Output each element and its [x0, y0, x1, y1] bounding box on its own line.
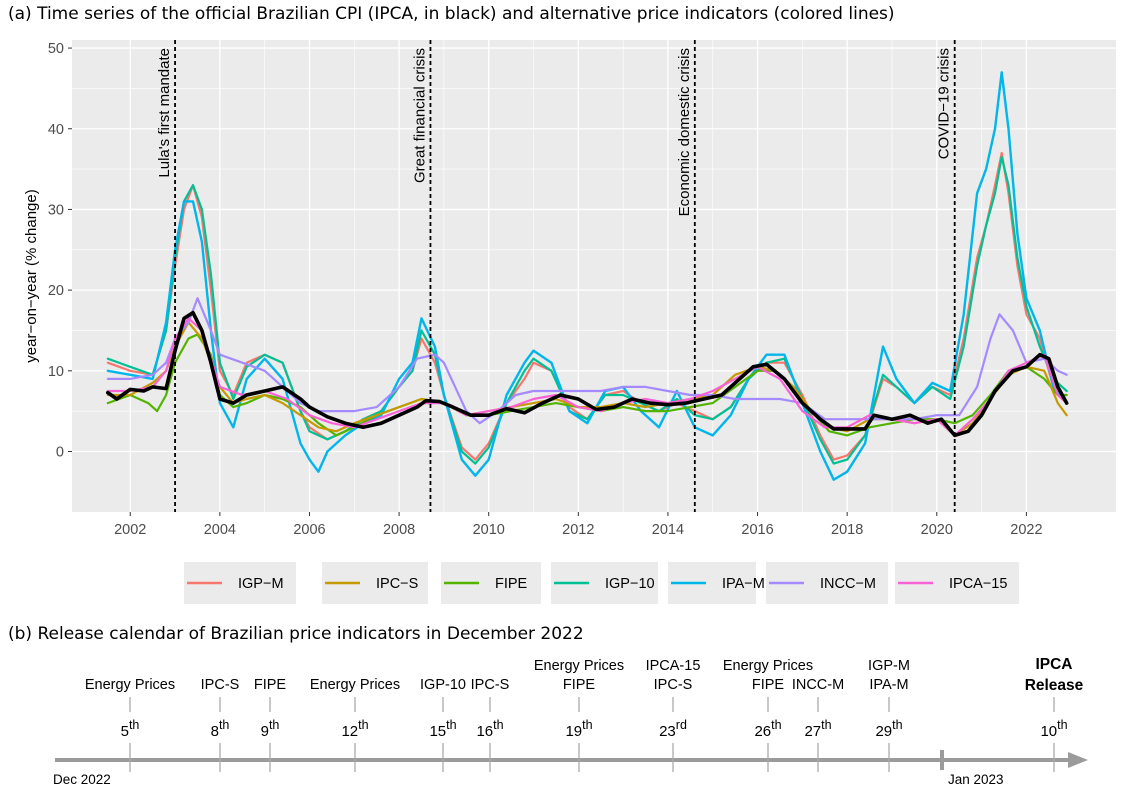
legend: IGP−M IPC−S FIPE IGP−10 IPA−M INCC−M IPCA−15 — [184, 562, 1019, 604]
legend-item: IGP−M — [184, 562, 296, 604]
y-tick-label: 30 — [48, 202, 64, 218]
legend-item: IPCA−15 — [895, 562, 1019, 604]
event-indicator-label: IPC-S — [471, 677, 510, 693]
x-tick-label: 2020 — [921, 522, 953, 538]
series-line-igp-m — [106, 151, 1068, 461]
x-tick-label: 2006 — [293, 522, 325, 538]
event-date: 29th — [875, 718, 902, 740]
event-indicator-label: Energy Prices — [534, 658, 624, 674]
x-tick-label: 2004 — [204, 522, 236, 538]
event-date: 10th — [1040, 718, 1067, 740]
y-tick-label: 50 — [48, 41, 64, 57]
series-line-ipca — [106, 310, 1069, 438]
legend-label: INCC−M — [820, 576, 876, 592]
event-indicator-label: INCC-M — [792, 677, 844, 693]
event-indicator-label: IGP-M — [868, 658, 910, 674]
series-line-ipa-m — [106, 71, 1068, 481]
x-tick-label: 2008 — [383, 522, 415, 538]
y-tick-label: 0 — [56, 444, 64, 460]
timeline-arrowhead — [1068, 752, 1088, 768]
event-date: 16th — [476, 718, 503, 740]
legend-item: IPA−M — [668, 562, 765, 604]
legend-item: FIPE — [441, 562, 541, 604]
minor-grid — [72, 40, 1116, 512]
event-indicator-label: Energy Prices — [310, 677, 400, 693]
y-tick-label: 10 — [48, 364, 64, 380]
calendar-event: 15th IGP-10 — [420, 677, 466, 772]
series-lines — [106, 71, 1069, 481]
calendar-event: 29th IGP-M IPA-M — [868, 658, 910, 772]
calendar-event: 26th Energy Prices FIPE — [723, 658, 813, 772]
calendar-event: 5th Energy Prices — [85, 677, 175, 772]
event-indicator-label: IPC-S — [654, 677, 693, 693]
month-start-label: Dec 2022 — [53, 772, 111, 787]
event-date: 26th — [754, 718, 781, 740]
legend-label: IPA−M — [722, 576, 765, 592]
event-indicator-label: FIPE — [563, 677, 596, 693]
month-end-label: Jan 2023 — [948, 772, 1004, 787]
calendar-event: 23rd IPCA-15 IPC-S — [646, 658, 701, 772]
event-indicator-label: Energy Prices — [723, 658, 813, 674]
legend-label: IGP−10 — [605, 576, 655, 592]
legend-label: FIPE — [495, 576, 528, 592]
event-date: 8th — [211, 718, 230, 740]
calendar-event: 19th Energy Prices FIPE — [534, 658, 624, 772]
event-indicator-label: FIPE — [254, 677, 287, 693]
event-date: 19th — [565, 718, 592, 740]
event-date: 12th — [341, 718, 368, 740]
event-date: 27th — [804, 718, 831, 740]
x-tick-label: 2016 — [741, 522, 773, 538]
release-title: IPCA — [1035, 656, 1072, 673]
x-tick-label: 2018 — [831, 522, 863, 538]
event-label: COVID−19 crisis — [936, 48, 953, 159]
series-line-igp-10 — [106, 155, 1068, 465]
y-tick-label: 20 — [48, 283, 64, 299]
event-label: Lula's first mandate — [156, 48, 173, 178]
x-tick-label: 2002 — [114, 522, 146, 538]
series-line-ipca-15 — [106, 317, 1068, 437]
legend-item: IGP−10 — [551, 562, 658, 604]
legend-label: IGP−M — [238, 576, 284, 592]
calendar-event: 12th Energy Prices — [310, 677, 400, 772]
y-axis-label: year−on−year (% change) — [23, 189, 40, 362]
event-markers: Lula's first mandate Great financial cris… — [156, 40, 956, 512]
plot-panel — [72, 40, 1116, 512]
x-tick-label: 2012 — [562, 522, 594, 538]
event-indicator-label: IPC-S — [201, 677, 240, 693]
calendar-event: 8th IPC-S — [201, 677, 240, 772]
x-tick-label: 2022 — [1010, 522, 1042, 538]
event-indicator-label: Energy Prices — [85, 677, 175, 693]
event-date: 5th — [121, 718, 140, 740]
event-indicator-label: IGP-10 — [420, 677, 466, 693]
event-date: 15th — [429, 718, 456, 740]
panel-b-title: (b) Release calendar of Brazilian price … — [8, 624, 584, 644]
event-date: 9th — [261, 718, 280, 740]
panel-a-title: (a) Time series of the official Brazilia… — [8, 4, 895, 24]
x-tick-label: 2010 — [473, 522, 505, 538]
legend-label: IPCA−15 — [949, 576, 1007, 592]
event-indicator-label: IPCA-15 — [646, 658, 701, 674]
event-date: 23rd — [659, 718, 687, 740]
release-title: Release — [1025, 677, 1084, 694]
calendar-event: 27th INCC-M — [792, 677, 844, 772]
axis-ticks: 2002 2004 2006 2008 2010 2012 2014 2016 2018 2020… — [48, 41, 1043, 538]
event-indicator-label: IPA-M — [869, 677, 908, 693]
legend-item: IPC−S — [322, 562, 428, 604]
legend-label: IPC−S — [376, 576, 418, 592]
inflation-line-chart: 2002 2004 2006 2008 2010 2012 2014 2016 2018 2020… — [23, 40, 1116, 604]
calendar-event: 10th IPCA Release — [1025, 656, 1084, 772]
calendar-event: 9th FIPE — [254, 677, 287, 772]
x-tick-label: 2014 — [652, 522, 684, 538]
event-indicator-label: FIPE — [752, 677, 785, 693]
series-line-incc-m — [106, 297, 1068, 425]
event-label: Economic domestic crisis — [676, 48, 693, 216]
calendar-event: 16th IPC-S — [471, 677, 510, 772]
y-tick-label: 40 — [48, 122, 64, 138]
event-label: Great financial crisis — [411, 48, 428, 183]
legend-item: INCC−M — [766, 562, 888, 604]
